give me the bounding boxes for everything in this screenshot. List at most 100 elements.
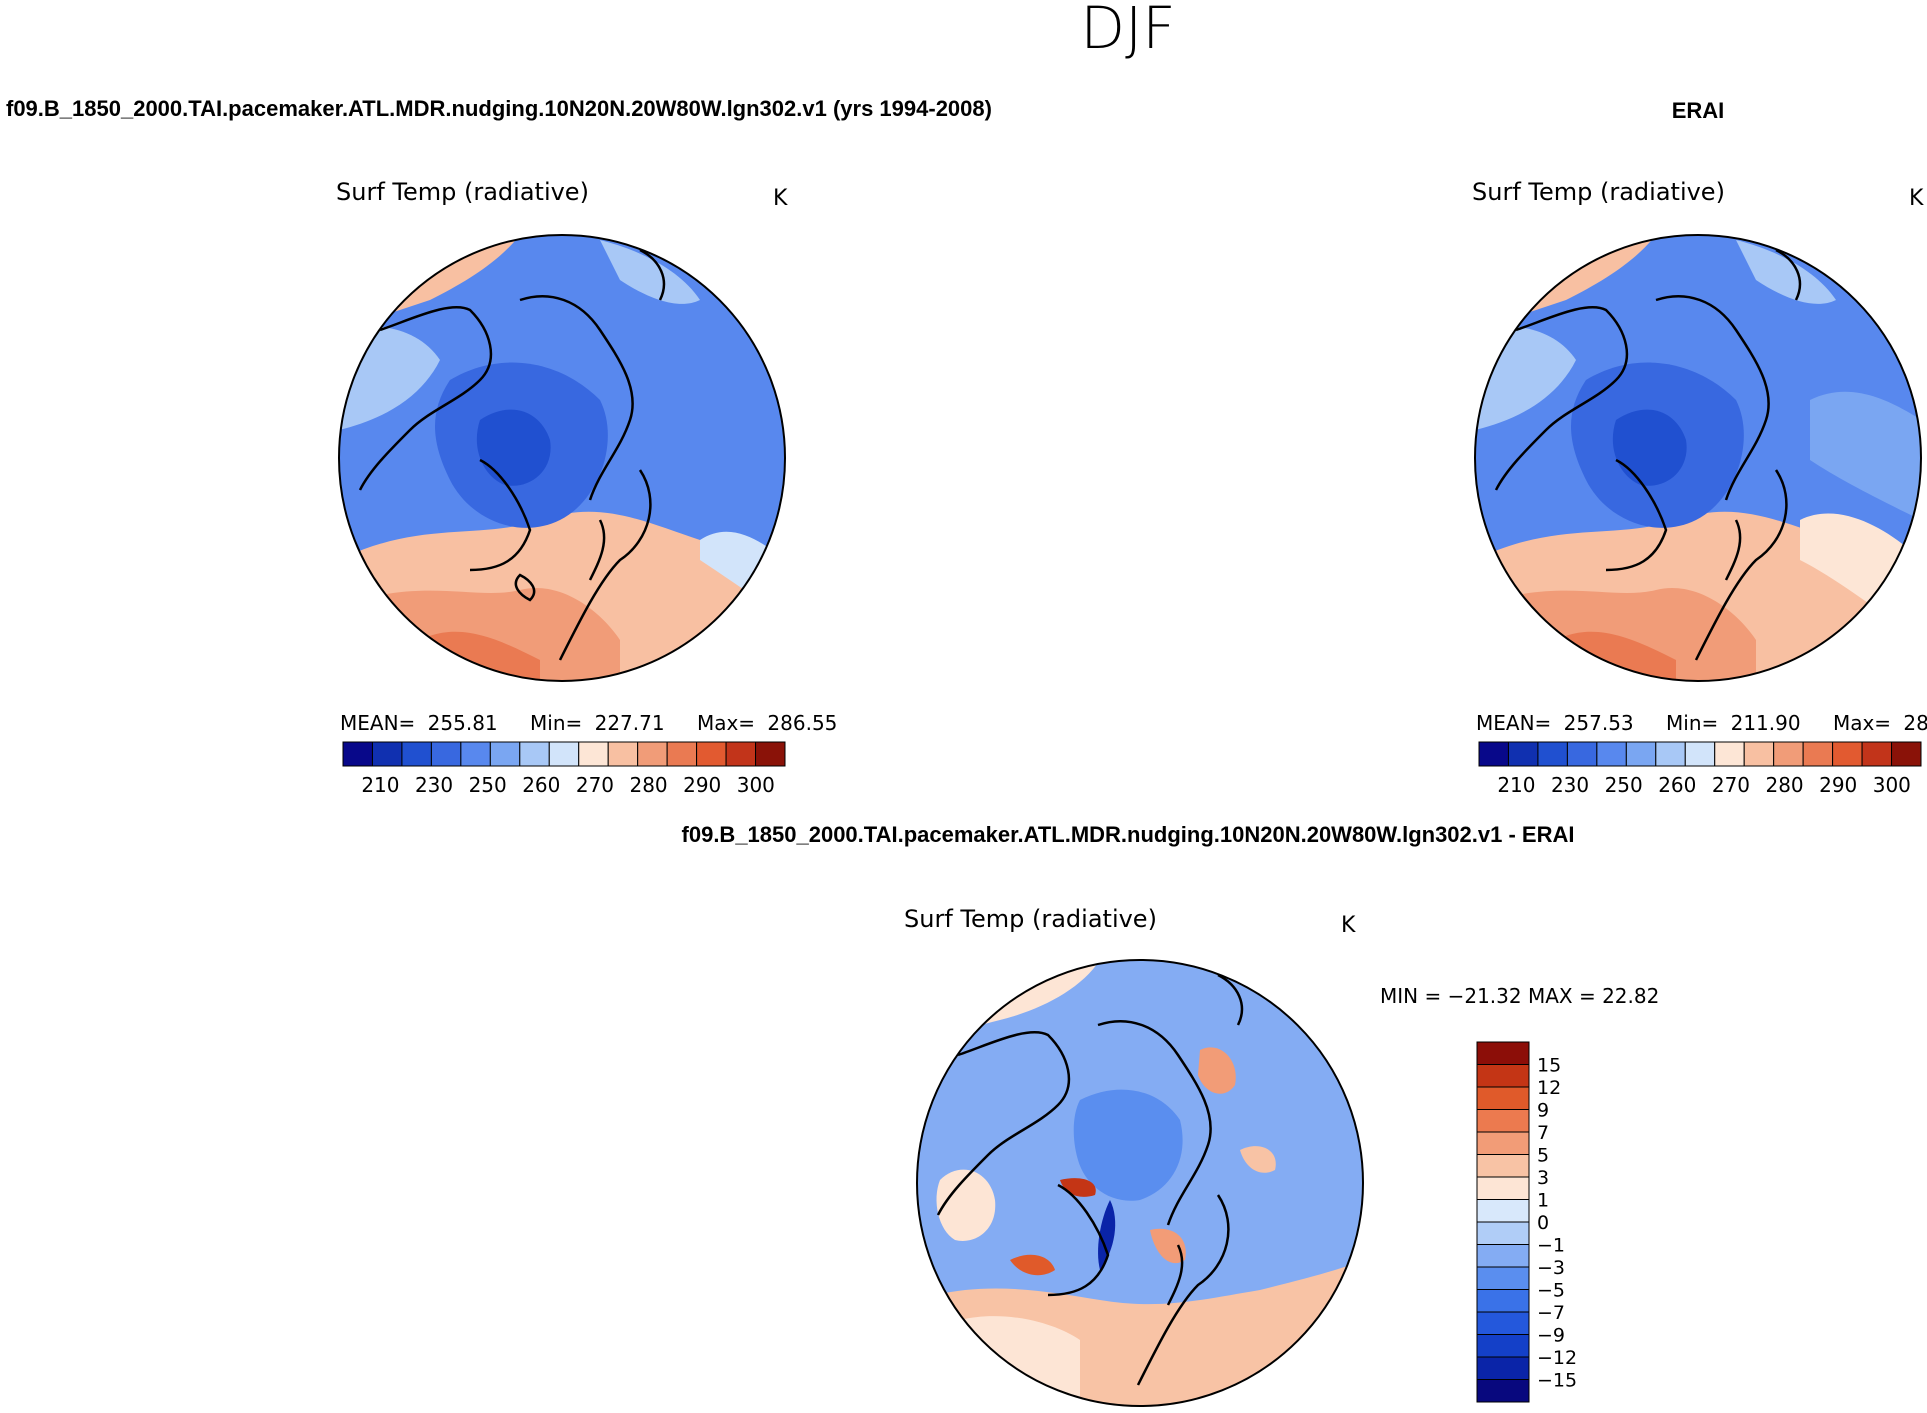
colorbar-tick-label: −5 <box>1537 1280 1565 1302</box>
colorbar-tick-label: 5 <box>1537 1145 1549 1167</box>
colorbar-cell <box>725 741 757 767</box>
colorbar-tick-label: −1 <box>1537 1235 1565 1257</box>
stat-min-value: 227.71 <box>595 711 665 735</box>
colorbar-cell <box>607 741 639 767</box>
panel-obs-case-title: ERAI <box>1672 98 1725 123</box>
contour-cool-3 <box>1736 240 1836 304</box>
colorbar-tick-label: 270 <box>1712 773 1750 797</box>
contour-pos-9 <box>1240 1146 1276 1173</box>
colorbar-cell <box>1684 741 1716 767</box>
stat-min-label: Min= <box>1666 711 1718 735</box>
colorbar-cell <box>696 741 727 767</box>
colorbar-cell <box>489 741 521 767</box>
colorbar-cell <box>1625 741 1657 767</box>
colorbar-cell <box>1891 741 1922 767</box>
colorbar-tick-label: −12 <box>1537 1347 1577 1369</box>
colorbar-cell <box>1476 1154 1530 1178</box>
colorbar-cell <box>1655 741 1686 767</box>
panel-model-map <box>339 235 785 681</box>
colorbar-tick-label: −7 <box>1537 1302 1565 1324</box>
colorbar-tick-label: −3 <box>1537 1257 1565 1279</box>
coastlines <box>1494 248 1802 661</box>
colorbar-tick-label: 7 <box>1537 1122 1549 1144</box>
colorbar-cell <box>1476 1131 1530 1155</box>
colorbar-tick-label: 9 <box>1537 1100 1549 1122</box>
colorbar-cell <box>1476 1041 1530 1065</box>
colorbar-cell <box>1596 741 1627 767</box>
colorbar-cell <box>1476 1109 1530 1133</box>
colorbar-cell <box>1476 1266 1530 1290</box>
colorbar-tick-label: 260 <box>522 773 560 797</box>
colorbar-tick-label: 260 <box>1658 773 1696 797</box>
contour-cool-3 <box>600 240 700 304</box>
colorbar-tick-label: 230 <box>415 773 453 797</box>
panel-model-variable: Surf Temp (radiative) <box>336 178 589 206</box>
contour-pos-5 <box>1198 1047 1236 1094</box>
colorbar-cell <box>1773 741 1804 767</box>
panel-model-units: K <box>773 186 788 211</box>
stat-max-label: Max= <box>1833 711 1891 735</box>
panel-model: f09.B_1850_2000.TAI.pacemaker.ATL.MDR.nu… <box>6 96 992 797</box>
colorbar-tick-label: 290 <box>1819 773 1857 797</box>
stat-mean-value: 257.53 <box>1564 711 1634 735</box>
colorbar-cell <box>755 741 786 767</box>
contour-pos-8 <box>1150 1228 1186 1264</box>
contour-pos-4 <box>936 1169 996 1241</box>
figure-title: DJF <box>1080 0 1175 62</box>
stat-mean-label: MEAN= <box>340 711 415 735</box>
colorbar-cell <box>460 741 491 767</box>
coastlines <box>358 248 666 661</box>
stat-min-label: Min= <box>530 711 582 735</box>
colorbar-tick-label: 230 <box>1551 773 1589 797</box>
contour-neg-2 <box>1098 1200 1116 1270</box>
colorbar-cell <box>1478 741 1509 767</box>
colorbar-cell <box>637 741 668 767</box>
contour-neg-1 <box>1073 1089 1183 1201</box>
stat-max-value: 286.55 <box>767 711 837 735</box>
colorbar-tick-label: 280 <box>629 773 667 797</box>
colorbar-cell <box>1476 1086 1530 1110</box>
panel-obs-variable: Surf Temp (radiative) <box>1472 178 1725 206</box>
panel-obs-colorbar: 210 230 250 260 270 280 290 300 <box>1478 741 1922 797</box>
panel-diff-variable: Surf Temp (radiative) <box>904 905 1157 933</box>
coastlines <box>936 973 1244 1386</box>
panel-model-stats: MEAN= 255.81 Min= 227.71 Max= 286.55 <box>340 711 837 735</box>
colorbar-cell <box>519 741 550 767</box>
colorbar-tick-label: 250 <box>469 773 507 797</box>
colorbar-tick-label: 290 <box>683 773 721 797</box>
colorbar-cell <box>1714 741 1745 767</box>
panel-diff-map-border <box>916 959 1364 1407</box>
panel-model-map-border <box>338 234 786 682</box>
contour-cool-2 <box>1810 391 1921 520</box>
colorbar-cell <box>1743 741 1775 767</box>
colorbar-cell <box>1476 1199 1530 1223</box>
colorbar-cell <box>1832 741 1863 767</box>
panel-diff-map <box>917 960 1363 1406</box>
colorbar-cell <box>371 741 403 767</box>
colorbar-cell <box>1476 1064 1530 1088</box>
colorbar-tick-label: 210 <box>1497 773 1535 797</box>
colorbar-cell <box>1476 1379 1530 1403</box>
colorbar-cell <box>342 741 373 767</box>
colorbar-cell <box>1476 1221 1530 1245</box>
stat-max-label: Max= <box>697 711 755 735</box>
colorbar-cell <box>401 741 432 767</box>
panel-difference: f09.B_1850_2000.TAI.pacemaker.ATL.MDR.nu… <box>682 822 1659 1407</box>
colorbar-tick-label: −15 <box>1537 1370 1577 1392</box>
colorbar-tick-label: 300 <box>1873 773 1911 797</box>
panel-diff-case-title: f09.B_1850_2000.TAI.pacemaker.ATL.MDR.nu… <box>682 822 1575 847</box>
colorbar-tick-label: −9 <box>1537 1325 1565 1347</box>
panel-obs-map-border <box>1474 234 1922 682</box>
colorbar-cell <box>1476 1176 1530 1200</box>
colorbar-cell <box>1507 741 1539 767</box>
panel-model-colorbar: 210 230 250 260 270 280 290 300 <box>342 741 786 797</box>
colorbar-cell <box>578 741 609 767</box>
colorbar-cell <box>430 741 462 767</box>
stat-mean-value: 255.81 <box>428 711 498 735</box>
colorbar-cell <box>1476 1244 1530 1268</box>
colorbar-tick-label: 270 <box>576 773 614 797</box>
colorbar-cell <box>1537 741 1568 767</box>
